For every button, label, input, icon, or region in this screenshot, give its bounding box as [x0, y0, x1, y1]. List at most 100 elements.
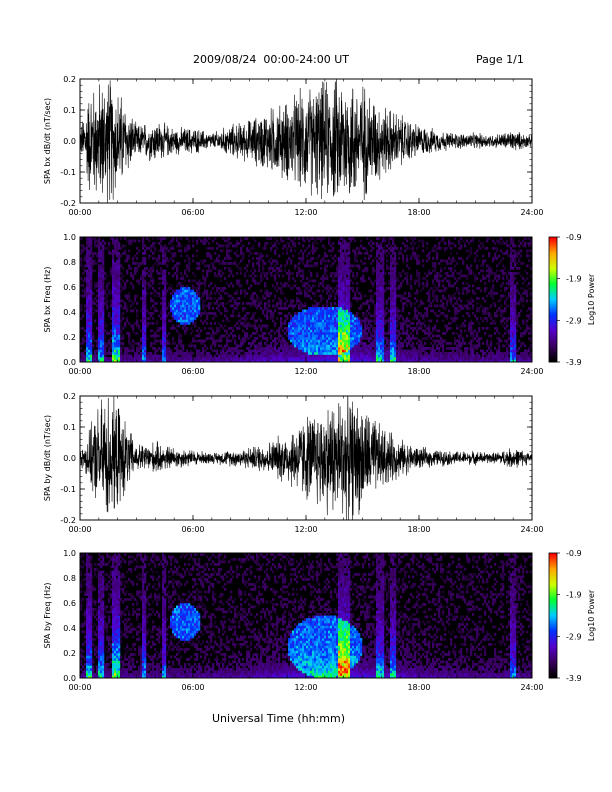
- heatmap-cell: [416, 274, 419, 278]
- heatmap-cell: [164, 344, 167, 348]
- heatmap-cell: [100, 299, 103, 303]
- heatmap-cell: [116, 294, 119, 298]
- heatmap-cell: [332, 312, 335, 315]
- heatmap-cell: [182, 314, 185, 318]
- heatmap-cell: [284, 284, 287, 288]
- heatmap-cell: [182, 312, 185, 315]
- heatmap-cell: [342, 284, 345, 288]
- heatmap-cell: [152, 257, 155, 260]
- heatmap-cell: [422, 354, 425, 358]
- heatmap-cell: [290, 247, 293, 250]
- heatmap-cell: [100, 274, 103, 278]
- heatmap-cell: [170, 252, 173, 255]
- heatmap-cell: [344, 287, 347, 290]
- heatmap-cell: [172, 352, 175, 355]
- heatmap-cell: [152, 252, 155, 255]
- heatmap-cell: [316, 349, 319, 353]
- heatmap-cell: [330, 342, 333, 345]
- heatmap-cell: [378, 277, 381, 280]
- heatmap-cell: [114, 284, 117, 288]
- heatmap-cell: [90, 267, 93, 270]
- heatmap-cell: [402, 254, 405, 258]
- heatmap-cell: [248, 287, 251, 290]
- heatmap-cell: [86, 302, 89, 305]
- heatmap-cell: [226, 319, 229, 323]
- heatmap-cell: [426, 299, 429, 303]
- heatmap-cell: [142, 332, 145, 335]
- heatmap-cell: [342, 337, 345, 340]
- heatmap-cell: [398, 357, 401, 360]
- heatmap-cell: [268, 359, 271, 363]
- heatmap-cell: [192, 329, 195, 333]
- heatmap-cell: [190, 294, 193, 298]
- heatmap-cell: [268, 237, 271, 240]
- heatmap-cell: [334, 342, 337, 345]
- heatmap-cell: [248, 322, 251, 325]
- heatmap-cell: [102, 294, 105, 298]
- heatmap-cell: [202, 262, 205, 265]
- heatmap-cell: [312, 339, 315, 343]
- heatmap-cell: [110, 329, 113, 333]
- heatmap-cell: [144, 344, 147, 348]
- heatmap-cell: [380, 247, 383, 250]
- heatmap-cell: [274, 347, 277, 350]
- heatmap-cell: [158, 359, 161, 363]
- heatmap-cell: [358, 322, 361, 325]
- heatmap-cell: [360, 294, 363, 298]
- heatmap-cell: [98, 277, 101, 280]
- heatmap-cell: [394, 284, 397, 288]
- heatmap-cell: [418, 304, 421, 308]
- heatmap-cell: [240, 357, 243, 360]
- heatmap-cell: [250, 342, 253, 345]
- heatmap-cell: [102, 309, 105, 313]
- heatmap-cell: [378, 284, 381, 288]
- heatmap-cell: [232, 352, 235, 355]
- heatmap-cell: [322, 322, 325, 325]
- heatmap-cell: [176, 357, 179, 360]
- heatmap-cell: [226, 337, 229, 340]
- heatmap-cell: [356, 352, 359, 355]
- heatmap-cell: [310, 327, 313, 330]
- heatmap-cell: [340, 302, 343, 305]
- heatmap-cell: [194, 334, 197, 338]
- heatmap-cell: [318, 314, 321, 318]
- heatmap-cell: [128, 347, 131, 350]
- heatmap-cell: [336, 272, 339, 275]
- heatmap-cell: [152, 244, 155, 248]
- heatmap-cell: [394, 264, 397, 268]
- heatmap-cell: [418, 319, 421, 323]
- heatmap-cell: [378, 299, 381, 303]
- heatmap-cell: [370, 249, 373, 253]
- heatmap-cell: [186, 292, 189, 295]
- heatmap-cell: [222, 304, 225, 308]
- heatmap-cell: [162, 257, 165, 260]
- heatmap-cell: [96, 304, 99, 308]
- heatmap-cell: [112, 347, 115, 350]
- heatmap-cell: [418, 282, 421, 285]
- heatmap-cell: [298, 324, 301, 328]
- heatmap-cell: [298, 242, 301, 245]
- heatmap-cell: [264, 304, 267, 308]
- heatmap-cell: [358, 267, 361, 270]
- heatmap-cell: [90, 329, 93, 333]
- heatmap-cell: [356, 254, 359, 258]
- heatmap-cell: [98, 252, 101, 255]
- heatmap-cell: [398, 347, 401, 350]
- heatmap-cell: [228, 284, 231, 288]
- heatmap-cell: [192, 287, 195, 290]
- heatmap-cell: [144, 317, 147, 320]
- heatmap-cell: [168, 342, 171, 345]
- heatmap-cell: [130, 304, 133, 308]
- heatmap-cell: [112, 322, 115, 325]
- heatmap-cell: [270, 292, 273, 295]
- heatmap-cell: [390, 349, 393, 353]
- heatmap-cell: [308, 334, 311, 338]
- heatmap-cell: [114, 302, 117, 305]
- heatmap-cell: [304, 327, 307, 330]
- y-tick-label: 0.0: [63, 137, 76, 146]
- heatmap-cell: [142, 282, 145, 285]
- heatmap-cell: [394, 354, 397, 358]
- heatmap-cell: [314, 352, 317, 355]
- y-tick-label: -0.1: [60, 168, 76, 177]
- heatmap-cell: [194, 292, 197, 295]
